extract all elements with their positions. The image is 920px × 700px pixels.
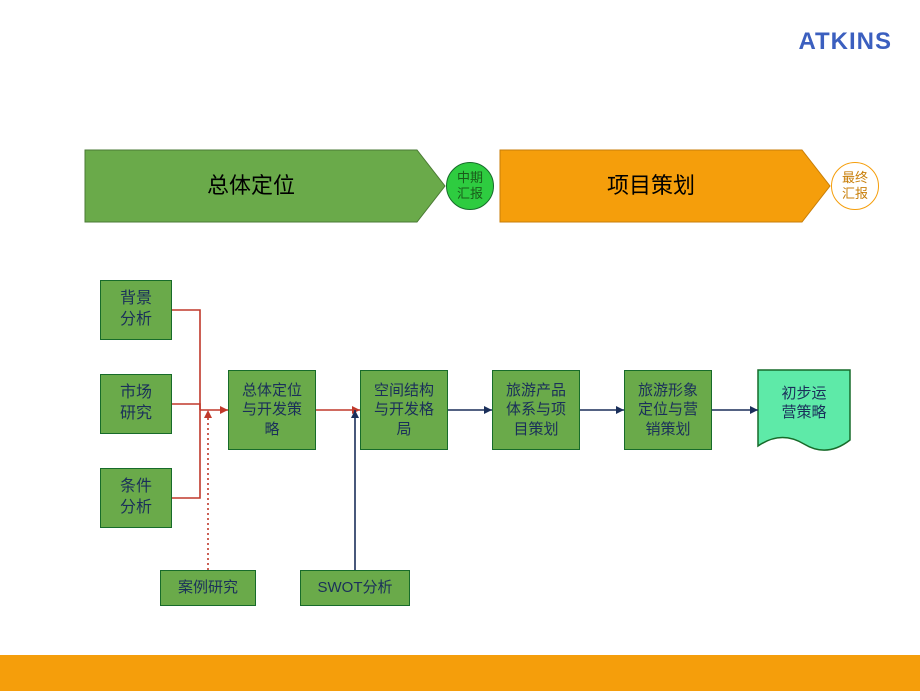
footer-bar [0, 655, 920, 691]
connectors-layer [0, 0, 920, 700]
